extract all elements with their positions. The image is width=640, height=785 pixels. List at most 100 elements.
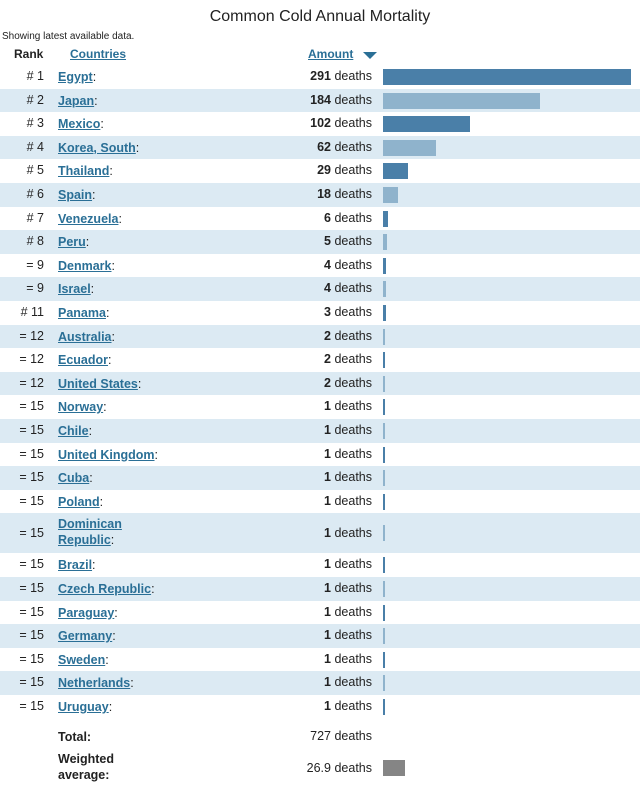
- table-row: = 15 Brazil: 1 deaths: [0, 553, 640, 577]
- country-cell: Peru:: [58, 235, 90, 250]
- rank-cell: = 15: [19, 526, 44, 541]
- amount-bar: [383, 69, 631, 85]
- amount-cell: 1 deaths: [324, 675, 372, 690]
- amount-bar: [383, 675, 385, 692]
- table-row: # 7 Venezuela: 6 deaths: [0, 207, 640, 231]
- country-link[interactable]: United Kingdom: [58, 447, 155, 462]
- amount-bar: [383, 234, 387, 251]
- country-link[interactable]: Poland: [58, 494, 100, 509]
- rank-cell: = 15: [19, 446, 44, 461]
- country-link[interactable]: Peru: [58, 235, 86, 250]
- rank-cell: = 15: [19, 557, 44, 572]
- country-link[interactable]: Thailand: [58, 164, 110, 179]
- rank-cell: # 5: [26, 163, 44, 178]
- rank-column-header: Rank: [14, 47, 44, 61]
- amount-bar: [383, 92, 540, 109]
- amount-cell: 3 deaths: [324, 305, 372, 319]
- amount-cell: 4 deaths: [324, 257, 372, 272]
- country-cell: Cuba:: [58, 471, 93, 486]
- amount-bar: [383, 470, 385, 487]
- country-link[interactable]: Australia: [58, 329, 112, 344]
- rank-cell: = 15: [19, 628, 44, 643]
- country-link[interactable]: United States: [58, 376, 138, 391]
- country-cell: United States:: [58, 376, 142, 391]
- country-cell: Paraguay:: [58, 605, 118, 620]
- country-cell: Korea, South:: [58, 140, 140, 155]
- country-cell: Japan:: [58, 93, 98, 108]
- country-link[interactable]: Panama: [58, 306, 106, 320]
- amount-cell: 1 deaths: [324, 470, 372, 485]
- amount-cell: 102 deaths: [310, 116, 372, 131]
- rank-cell: # 11: [20, 305, 44, 319]
- amount-cell: 18 deaths: [317, 187, 372, 201]
- amount-bar: [383, 305, 386, 321]
- amount-bar: [383, 628, 385, 645]
- country-link[interactable]: Chile: [58, 424, 89, 438]
- table-row: # 8 Peru: 5 deaths: [0, 230, 640, 254]
- rank-cell: # 1: [26, 69, 44, 83]
- country-link[interactable]: Norway: [58, 400, 104, 415]
- amount-bar: [383, 699, 385, 715]
- country-cell: United Kingdom:: [58, 447, 158, 462]
- amount-bar: [383, 281, 386, 298]
- country-cell: Brazil:: [58, 558, 96, 573]
- country-link[interactable]: Egypt: [58, 70, 93, 84]
- table-row: # 5 Thailand: 29 deaths: [0, 159, 640, 183]
- country-link[interactable]: Brazil: [58, 558, 93, 573]
- amount-cell: 1 deaths: [324, 581, 372, 595]
- total-row: Total: 727 deaths: [0, 726, 640, 748]
- amount-cell: 1 deaths: [324, 651, 372, 666]
- table-row: = 15 Uruguay: 1 deaths: [0, 695, 640, 719]
- rank-cell: = 9: [26, 257, 44, 272]
- amount-cell: 6 deaths: [324, 210, 372, 225]
- country-link[interactable]: Sweden: [58, 652, 106, 667]
- country-link[interactable]: Germany: [58, 629, 113, 644]
- rank-cell: # 6: [26, 187, 44, 201]
- country-link[interactable]: Netherlands: [58, 676, 131, 691]
- country-link[interactable]: Denmark: [58, 258, 112, 273]
- amount-column-header[interactable]: Amount: [308, 47, 354, 61]
- country-link[interactable]: Korea, South: [58, 140, 136, 155]
- amount-cell: 184 deaths: [310, 92, 372, 107]
- amount-bar: [383, 446, 385, 463]
- amount-bar: [383, 557, 385, 574]
- country-link[interactable]: Israel: [58, 282, 91, 297]
- amount-cell: 1 deaths: [324, 604, 372, 619]
- table-row: # 3 Mexico: 102 deaths: [0, 112, 640, 136]
- amount-bar: [383, 581, 385, 597]
- country-link[interactable]: Venezuela: [58, 211, 119, 226]
- country-cell: Ecuador:: [58, 353, 112, 368]
- amount-bar: [383, 187, 398, 203]
- amount-bar: [383, 328, 385, 345]
- country-link[interactable]: Mexico: [58, 117, 101, 132]
- amount-bar: [383, 352, 385, 369]
- sort-descending-icon[interactable]: [363, 52, 377, 59]
- amount-cell: 2 deaths: [324, 328, 372, 343]
- rank-cell: = 15: [19, 604, 44, 619]
- country-cell: Chile:: [58, 424, 93, 438]
- country-link[interactable]: Paraguay: [58, 605, 115, 620]
- country-cell: Mexico:: [58, 117, 104, 132]
- country-link[interactable]: Spain: [58, 188, 93, 202]
- table-row: = 15 Poland: 1 deaths: [0, 490, 640, 514]
- country-link[interactable]: Uruguay: [58, 700, 109, 714]
- table-row: = 15 Chile: 1 deaths: [0, 419, 640, 443]
- table-row: = 15 Dominican Republic: 1 deaths: [0, 513, 640, 554]
- country-link[interactable]: Ecuador: [58, 353, 109, 368]
- weighted-average-box: [383, 760, 405, 776]
- country-link[interactable]: Japan: [58, 93, 95, 108]
- amount-bar: [383, 399, 385, 416]
- rank-cell: = 9: [26, 281, 44, 296]
- country-link[interactable]: Czech Republic: [58, 582, 152, 596]
- country-link[interactable]: Dominican Republic: [58, 517, 122, 548]
- amount-cell: 1 deaths: [324, 399, 372, 414]
- total-value: 727 deaths: [310, 729, 372, 743]
- rank-cell: = 12: [19, 328, 44, 343]
- country-link[interactable]: Cuba: [58, 471, 90, 486]
- rank-cell: = 15: [19, 699, 44, 713]
- weighted-average-value: 26.9 deaths: [306, 761, 372, 775]
- country-cell: Czech Republic:: [58, 582, 155, 596]
- amount-cell: 2 deaths: [324, 352, 372, 367]
- countries-column-header[interactable]: Countries: [70, 47, 127, 61]
- amount-bar: [383, 423, 385, 439]
